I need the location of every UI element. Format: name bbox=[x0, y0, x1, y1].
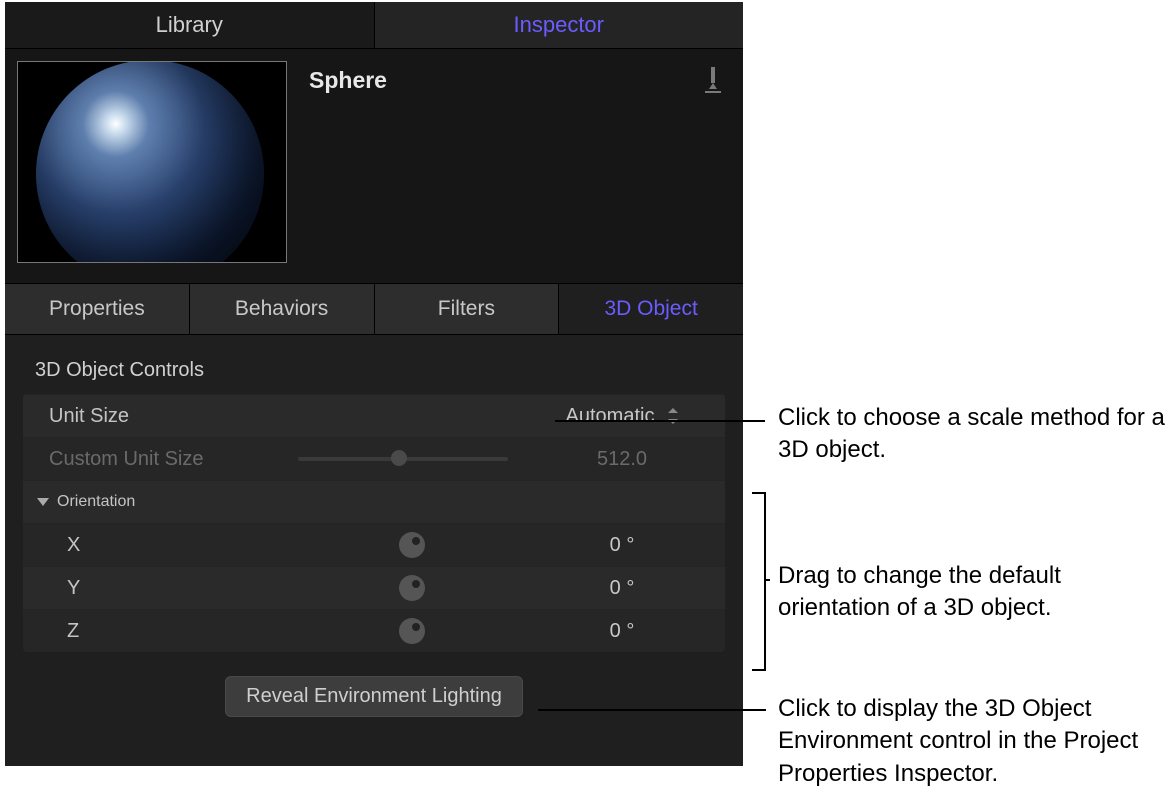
tab-behaviors[interactable]: Behaviors bbox=[190, 284, 375, 334]
row-custom-unit-size: Custom Unit Size 512.0 bbox=[23, 437, 725, 480]
callout-reveal: Click to display the 3D Object Environme… bbox=[778, 693, 1173, 790]
sub-tabs: Properties Behaviors Filters 3D Object bbox=[5, 284, 743, 335]
unit-size-popup[interactable]: Automatic bbox=[537, 405, 707, 428]
slider-thumb bbox=[391, 450, 407, 466]
controls-area: 3D Object Controls Unit Size Automatic C… bbox=[5, 335, 743, 717]
object-header: Sphere bbox=[5, 49, 743, 284]
custom-unit-value: 512.0 bbox=[537, 448, 707, 471]
orientation-z-label: Z bbox=[67, 620, 287, 643]
bracket bbox=[752, 492, 766, 671]
row-unit-size: Unit Size Automatic bbox=[23, 394, 725, 437]
object-preview bbox=[17, 61, 287, 263]
custom-unit-slider bbox=[298, 457, 508, 461]
tab-inspector[interactable]: Inspector bbox=[375, 2, 744, 48]
orientation-y-dial[interactable] bbox=[399, 575, 425, 601]
unit-size-value: Automatic bbox=[566, 405, 655, 428]
callout-unit-size: Click to choose a scale method for a 3D … bbox=[778, 402, 1173, 467]
leader-line bbox=[538, 709, 766, 711]
row-orientation-header[interactable]: Orientation bbox=[23, 480, 725, 523]
custom-unit-size-label: Custom Unit Size bbox=[49, 448, 269, 471]
tab-library[interactable]: Library bbox=[5, 2, 375, 48]
orientation-label: Orientation bbox=[57, 493, 135, 511]
callout-orientation: Drag to change the default orientation o… bbox=[778, 560, 1173, 625]
orientation-x-dial[interactable] bbox=[399, 532, 425, 558]
row-orientation-x: X 0 ° bbox=[23, 523, 725, 566]
orientation-y-value[interactable]: 0 ° bbox=[537, 577, 707, 600]
inspector-panel: Library Inspector Sphere Properties Beha… bbox=[5, 2, 743, 766]
orientation-z-dial[interactable] bbox=[399, 618, 425, 644]
row-orientation-z: Z 0 ° bbox=[23, 609, 725, 652]
leader-line bbox=[764, 579, 770, 581]
pin-icon[interactable] bbox=[701, 65, 725, 95]
tab-properties[interactable]: Properties bbox=[5, 284, 190, 334]
unit-size-label: Unit Size bbox=[49, 405, 269, 428]
object-title: Sphere bbox=[309, 67, 701, 271]
orientation-x-label: X bbox=[67, 534, 287, 557]
orientation-z-value[interactable]: 0 ° bbox=[537, 620, 707, 643]
section-title: 3D Object Controls bbox=[17, 349, 731, 394]
disclosure-triangle-icon bbox=[37, 498, 49, 506]
leader-line bbox=[555, 420, 765, 422]
orientation-x-value[interactable]: 0 ° bbox=[537, 534, 707, 557]
row-orientation-y: Y 0 ° bbox=[23, 566, 725, 609]
controls-rows: Unit Size Automatic Custom Unit Size 512… bbox=[23, 394, 725, 652]
reveal-environment-lighting-button[interactable]: Reveal Environment Lighting bbox=[225, 676, 523, 717]
top-tabs: Library Inspector bbox=[5, 2, 743, 49]
orientation-y-label: Y bbox=[67, 577, 287, 600]
sphere-preview-graphic bbox=[36, 61, 264, 263]
tab-3d-object[interactable]: 3D Object bbox=[559, 284, 743, 334]
tab-filters[interactable]: Filters bbox=[375, 284, 560, 334]
